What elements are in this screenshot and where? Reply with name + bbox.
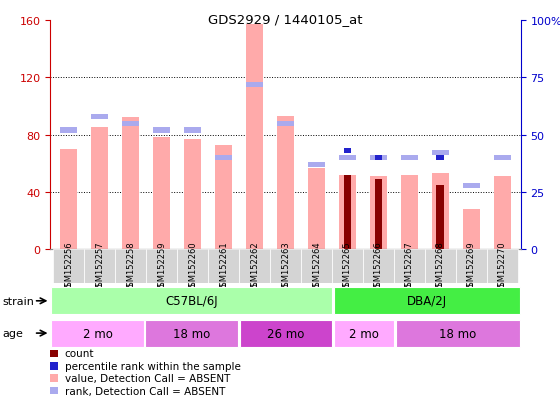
- Text: C57BL/6J: C57BL/6J: [165, 294, 218, 308]
- Bar: [215, 156, 232, 161]
- Bar: [85, 250, 115, 283]
- Text: GSM152260: GSM152260: [188, 241, 197, 292]
- Bar: [370, 177, 387, 250]
- Text: 2 mo: 2 mo: [82, 327, 113, 340]
- Bar: [246, 82, 263, 87]
- Bar: [394, 250, 425, 283]
- Text: 26 mo: 26 mo: [267, 327, 304, 340]
- Bar: [240, 320, 332, 347]
- Bar: [339, 176, 356, 250]
- Bar: [344, 176, 351, 250]
- Text: GSM152259: GSM152259: [157, 241, 166, 292]
- Bar: [184, 140, 201, 250]
- Bar: [363, 250, 394, 283]
- Bar: [91, 114, 109, 119]
- Text: 18 mo: 18 mo: [173, 327, 210, 340]
- Text: count: count: [64, 349, 94, 358]
- Bar: [146, 320, 237, 347]
- Bar: [432, 151, 449, 156]
- Bar: [301, 250, 332, 283]
- Bar: [277, 121, 294, 126]
- Bar: [396, 320, 520, 347]
- Bar: [54, 250, 85, 283]
- Bar: [146, 250, 178, 283]
- Bar: [115, 250, 146, 283]
- Text: GDS2929 / 1440105_at: GDS2929 / 1440105_at: [208, 13, 363, 26]
- Text: GSM152266: GSM152266: [374, 241, 383, 292]
- Text: GSM152270: GSM152270: [498, 241, 507, 292]
- Bar: [122, 118, 139, 250]
- Bar: [487, 250, 517, 283]
- Text: GSM152258: GSM152258: [127, 241, 136, 292]
- Text: GSM152256: GSM152256: [64, 241, 73, 292]
- Bar: [60, 150, 77, 250]
- Text: rank, Detection Call = ABSENT: rank, Detection Call = ABSENT: [64, 386, 225, 396]
- Bar: [463, 183, 480, 188]
- Bar: [463, 210, 480, 250]
- Bar: [153, 138, 170, 250]
- Bar: [91, 128, 109, 250]
- Bar: [246, 25, 263, 250]
- Bar: [308, 163, 325, 168]
- Bar: [339, 156, 356, 161]
- Bar: [277, 116, 294, 250]
- Bar: [153, 128, 170, 133]
- Bar: [208, 250, 239, 283]
- Text: GSM152267: GSM152267: [405, 241, 414, 292]
- Text: GSM152263: GSM152263: [281, 241, 290, 292]
- Text: GSM152265: GSM152265: [343, 241, 352, 292]
- Bar: [494, 156, 511, 161]
- Bar: [270, 250, 301, 283]
- Bar: [60, 128, 77, 133]
- Bar: [52, 288, 332, 314]
- Bar: [344, 149, 351, 154]
- Bar: [375, 180, 382, 250]
- Bar: [308, 168, 325, 250]
- Bar: [436, 185, 444, 250]
- Text: strain: strain: [3, 296, 35, 306]
- Text: percentile rank within the sample: percentile rank within the sample: [64, 361, 240, 371]
- Text: 2 mo: 2 mo: [349, 327, 379, 340]
- Bar: [494, 177, 511, 250]
- Bar: [375, 156, 382, 161]
- Bar: [334, 288, 520, 314]
- Text: GSM152262: GSM152262: [250, 241, 259, 292]
- Text: value, Detection Call = ABSENT: value, Detection Call = ABSENT: [64, 373, 230, 383]
- Text: GSM152261: GSM152261: [219, 241, 228, 292]
- Bar: [334, 320, 394, 347]
- Bar: [436, 156, 444, 161]
- Bar: [52, 320, 143, 347]
- Text: age: age: [3, 328, 24, 338]
- Bar: [432, 174, 449, 250]
- Bar: [184, 128, 201, 133]
- Bar: [425, 250, 456, 283]
- Bar: [456, 250, 487, 283]
- Bar: [370, 156, 387, 161]
- Text: 18 mo: 18 mo: [440, 327, 477, 340]
- Bar: [332, 250, 363, 283]
- Text: DBA/2J: DBA/2J: [407, 294, 447, 308]
- Text: GSM152268: GSM152268: [436, 241, 445, 292]
- Bar: [178, 250, 208, 283]
- Text: GSM152264: GSM152264: [312, 241, 321, 292]
- Text: GSM152269: GSM152269: [467, 241, 476, 292]
- Text: GSM152257: GSM152257: [95, 241, 104, 292]
- Bar: [122, 121, 139, 126]
- Bar: [239, 250, 270, 283]
- Bar: [215, 145, 232, 250]
- Bar: [401, 176, 418, 250]
- Bar: [401, 156, 418, 161]
